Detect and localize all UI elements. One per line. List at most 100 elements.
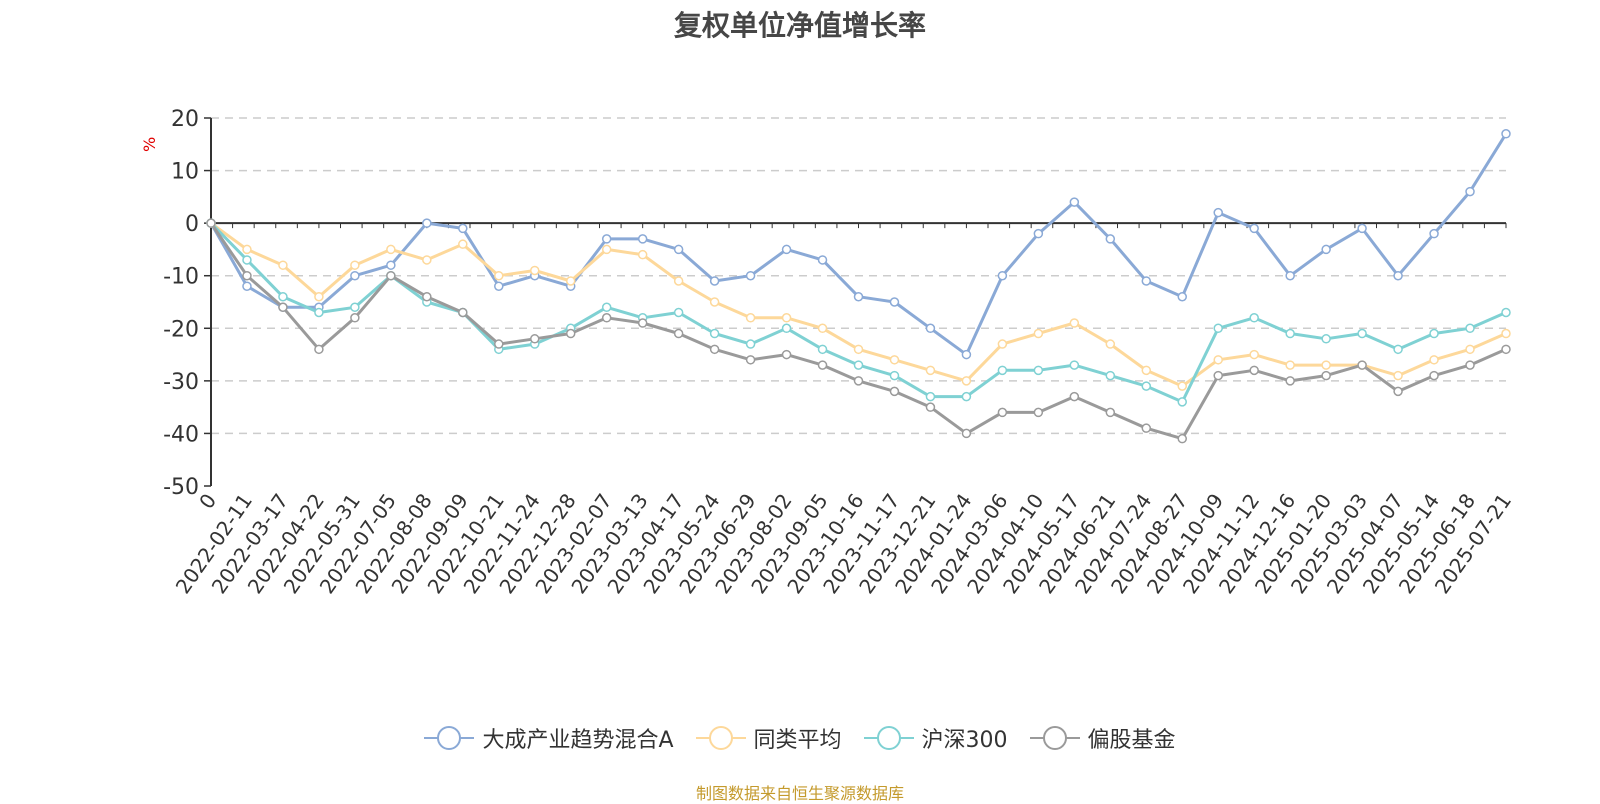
legend-item[interactable]: 同类平均 — [695, 722, 842, 754]
data-point — [314, 307, 324, 318]
data-point — [1105, 407, 1116, 418]
data-point — [1105, 370, 1116, 381]
data-point — [889, 297, 900, 307]
data-point — [1069, 197, 1080, 207]
data-point — [1429, 228, 1439, 239]
data-point — [1069, 318, 1080, 328]
data-point — [1357, 360, 1367, 370]
data-point — [961, 376, 972, 386]
data-point — [242, 255, 252, 265]
data-point — [1393, 270, 1403, 281]
data-point — [1249, 365, 1259, 376]
data-point — [781, 244, 792, 255]
data-point — [314, 291, 324, 302]
y-tick-label: 20 — [171, 107, 199, 132]
legend-item[interactable]: 大成产业趋势混合A — [424, 722, 674, 754]
legend-item[interactable]: 沪深300 — [863, 722, 1008, 754]
data-point — [278, 302, 288, 313]
data-point — [673, 244, 684, 255]
data-point — [997, 407, 1008, 418]
series-line — [209, 222, 1507, 441]
data-point — [1357, 328, 1367, 339]
data-point — [1321, 334, 1331, 344]
data-point — [1357, 223, 1367, 234]
y-tick-label: -20 — [163, 317, 199, 342]
data-point — [1321, 370, 1331, 381]
data-point — [314, 344, 324, 355]
data-point — [1321, 360, 1331, 370]
data-point — [458, 307, 468, 318]
legend-marker-icon — [695, 726, 746, 750]
data-point — [278, 260, 288, 270]
data-point — [745, 270, 756, 281]
data-point — [925, 323, 936, 334]
data-point — [1177, 433, 1187, 444]
data-point — [1393, 344, 1403, 355]
data-point — [889, 370, 900, 381]
data-point — [494, 270, 504, 281]
data-point — [350, 270, 360, 281]
source-note: 制图数据来自恒生聚源数据库 — [695, 784, 904, 803]
y-tick-label: 10 — [171, 160, 199, 185]
data-point — [386, 244, 396, 255]
data-point — [709, 344, 720, 355]
data-point — [745, 339, 756, 349]
data-point — [961, 391, 972, 402]
data-point — [1033, 365, 1044, 376]
data-point — [673, 328, 684, 339]
data-point — [1393, 386, 1403, 397]
data-point — [350, 313, 360, 323]
data-point — [1249, 349, 1259, 360]
data-point — [1141, 276, 1152, 286]
legend-marker-icon — [863, 726, 914, 750]
data-point — [1141, 381, 1152, 391]
data-point — [1465, 323, 1475, 334]
legend-label: 同类平均 — [753, 728, 842, 753]
data-point — [709, 297, 720, 307]
data-point — [853, 360, 864, 370]
data-point — [637, 318, 648, 328]
data-point — [781, 349, 792, 360]
data-point — [386, 260, 396, 270]
data-point — [853, 291, 864, 302]
data-point — [1105, 234, 1116, 244]
legend-label: 大成产业趋势混合A — [482, 728, 674, 753]
y-tick-label: -40 — [163, 422, 199, 447]
data-point — [889, 386, 900, 397]
data-point — [278, 291, 288, 302]
data-point — [1465, 360, 1475, 370]
data-point — [925, 402, 936, 412]
legend-label: 沪深300 — [921, 728, 1008, 753]
data-point — [422, 218, 432, 228]
x-tick-label: 0 — [194, 489, 221, 513]
data-point — [601, 302, 612, 313]
data-point — [853, 344, 864, 355]
data-point — [925, 391, 936, 402]
data-point — [206, 218, 216, 228]
data-point — [350, 302, 360, 313]
data-point — [817, 344, 828, 355]
data-point — [1213, 323, 1223, 334]
data-point — [350, 260, 360, 270]
data-point — [1177, 381, 1187, 391]
data-point — [637, 249, 648, 260]
legend-item[interactable]: 偏股基金 — [1029, 722, 1176, 754]
data-point — [1429, 355, 1439, 365]
data-point — [494, 339, 504, 349]
data-point — [242, 281, 252, 291]
data-point — [1033, 407, 1044, 418]
chart-title: 复权单位净值增长率 — [673, 9, 926, 42]
data-point — [1501, 344, 1511, 355]
legend: 大成产业趋势混合A 同类平均 沪深300 偏股基金 — [0, 722, 1600, 754]
data-point — [961, 349, 972, 360]
data-point — [637, 234, 648, 244]
data-point — [1141, 423, 1152, 433]
data-point — [1177, 291, 1187, 302]
data-point — [1501, 129, 1511, 139]
data-point — [565, 328, 576, 339]
data-point — [1393, 370, 1403, 381]
data-point — [601, 234, 612, 244]
data-point — [1069, 391, 1080, 402]
data-point — [781, 313, 792, 323]
data-point — [422, 291, 432, 302]
